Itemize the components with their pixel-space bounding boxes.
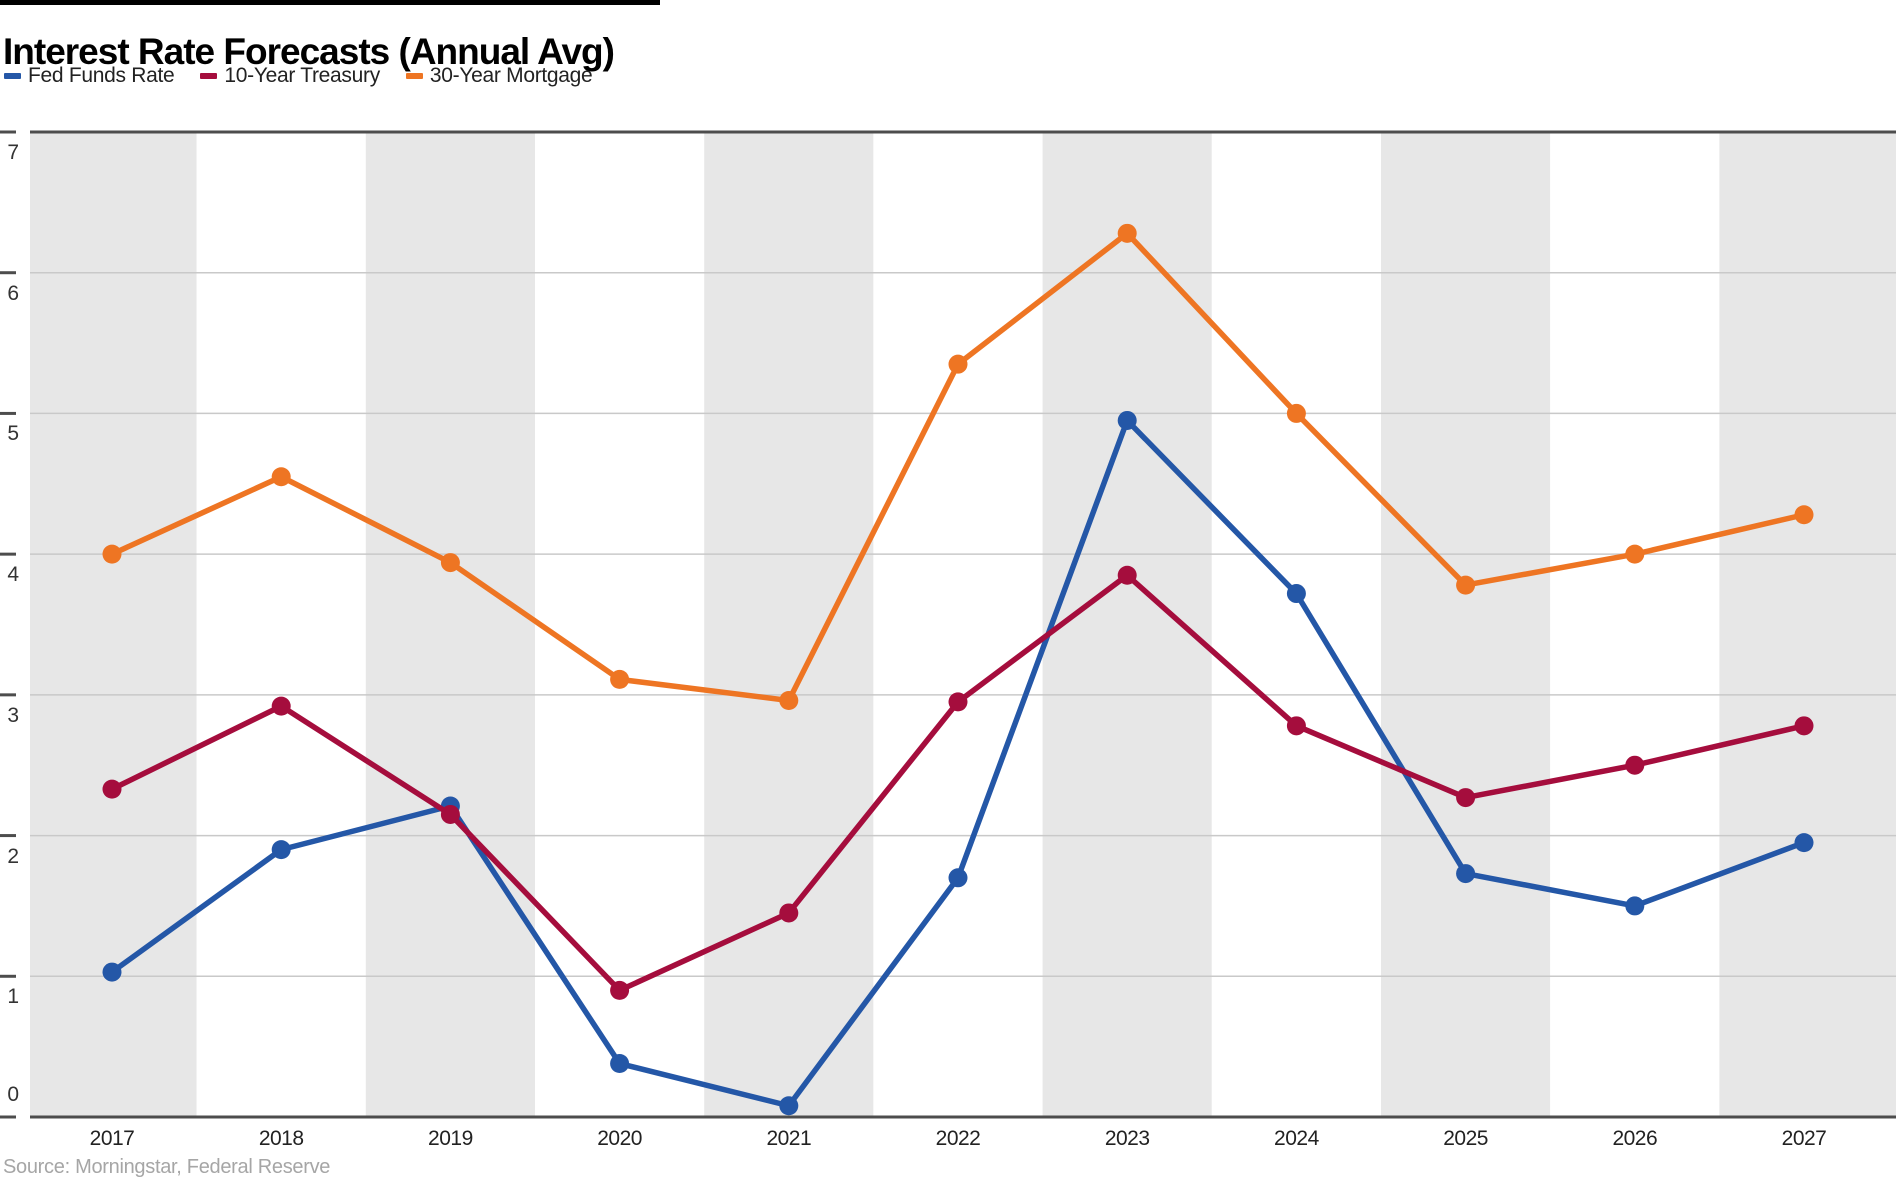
data-point-30-year-mortgage <box>440 553 460 573</box>
data-point-30-year-mortgage <box>1625 544 1645 564</box>
y-axis-label: 5 <box>7 422 19 446</box>
legend-label: 30-Year Mortgage <box>429 64 593 87</box>
data-point-10-year-treasury <box>440 804 460 824</box>
data-point-fed-funds-rate <box>271 840 291 860</box>
x-axis-label: 2019 <box>428 1127 473 1150</box>
data-point-10-year-treasury <box>102 779 122 799</box>
year-band <box>1719 132 1896 1117</box>
y-axis-label: 3 <box>7 703 19 727</box>
data-point-30-year-mortgage <box>610 669 630 689</box>
data-point-10-year-treasury <box>779 903 799 923</box>
x-axis-label: 2026 <box>1612 1127 1658 1150</box>
y-axis-label: 7 <box>7 141 19 164</box>
title-accent-bar <box>0 0 660 5</box>
chart-legend: Fed Funds Rate 10-Year Treasury 30-Year … <box>4 64 593 88</box>
data-point-fed-funds-rate <box>779 1096 799 1116</box>
source-note: Source: Morningstar, Federal Reserve <box>3 1156 331 1178</box>
year-band <box>365 132 535 1117</box>
data-point-10-year-treasury <box>1286 716 1306 736</box>
data-point-30-year-mortgage <box>271 467 291 487</box>
x-axis-label: 2018 <box>258 1127 304 1150</box>
year-band <box>30 132 197 1117</box>
y-axis-label: 4 <box>7 563 19 587</box>
data-point-fed-funds-rate <box>1117 410 1137 430</box>
x-axis-label: 2027 <box>1781 1127 1827 1150</box>
year-band <box>873 132 1043 1117</box>
data-point-30-year-mortgage <box>1286 403 1306 423</box>
legend-item-10-year-treasury: 10-Year Treasury <box>200 64 380 88</box>
x-axis-label: 2017 <box>89 1127 135 1150</box>
x-axis-label: 2025 <box>1443 1127 1488 1150</box>
page-title: Interest Rate Forecasts (Annual Avg) <box>3 30 615 72</box>
year-band <box>1381 132 1551 1117</box>
x-axis-label: 2024 <box>1274 1127 1319 1150</box>
data-point-fed-funds-rate <box>948 868 968 888</box>
year-band <box>704 132 874 1117</box>
data-point-10-year-treasury <box>1456 788 1476 808</box>
treasury-swatch-icon <box>200 73 218 79</box>
data-point-fed-funds-rate <box>610 1054 630 1074</box>
data-point-10-year-treasury <box>948 692 968 712</box>
data-point-30-year-mortgage <box>779 690 799 710</box>
legend-item-fed-funds-rate: Fed Funds Rate <box>4 64 175 88</box>
y-axis-label: 1 <box>7 985 19 1009</box>
y-axis-label: 6 <box>7 281 19 305</box>
data-point-30-year-mortgage <box>1794 505 1814 525</box>
data-point-fed-funds-rate <box>1286 584 1306 604</box>
legend-label: Fed Funds Rate <box>28 64 175 87</box>
year-band <box>535 132 705 1117</box>
legend-item-30-year-mortgage: 30-Year Mortgage <box>405 64 593 88</box>
data-point-10-year-treasury <box>610 980 630 1000</box>
data-point-fed-funds-rate <box>1625 896 1645 916</box>
data-point-fed-funds-rate <box>1456 864 1476 884</box>
data-point-10-year-treasury <box>1625 755 1645 775</box>
data-point-fed-funds-rate <box>102 962 122 982</box>
fed-funds-swatch-icon <box>4 73 21 79</box>
data-point-30-year-mortgage <box>1117 223 1137 243</box>
year-band <box>1550 132 1720 1117</box>
x-axis-label: 2022 <box>935 1127 981 1150</box>
x-axis-label: 2020 <box>597 1127 642 1150</box>
data-point-30-year-mortgage <box>948 354 968 374</box>
mortgage-swatch-icon <box>405 73 423 79</box>
y-axis-label: 2 <box>7 844 19 868</box>
data-point-30-year-mortgage <box>102 544 122 564</box>
data-point-10-year-treasury <box>271 696 291 716</box>
data-point-10-year-treasury <box>1794 716 1814 736</box>
data-point-fed-funds-rate <box>1794 833 1814 853</box>
data-point-30-year-mortgage <box>1456 575 1476 595</box>
x-axis-label: 2023 <box>1104 1127 1150 1150</box>
y-axis-label: 0 <box>7 1083 19 1106</box>
data-point-10-year-treasury <box>1117 565 1137 585</box>
year-band <box>196 132 366 1117</box>
year-band <box>1211 132 1381 1117</box>
x-axis-label: 2021 <box>766 1127 812 1150</box>
legend-label: 10-Year Treasury <box>224 64 380 87</box>
